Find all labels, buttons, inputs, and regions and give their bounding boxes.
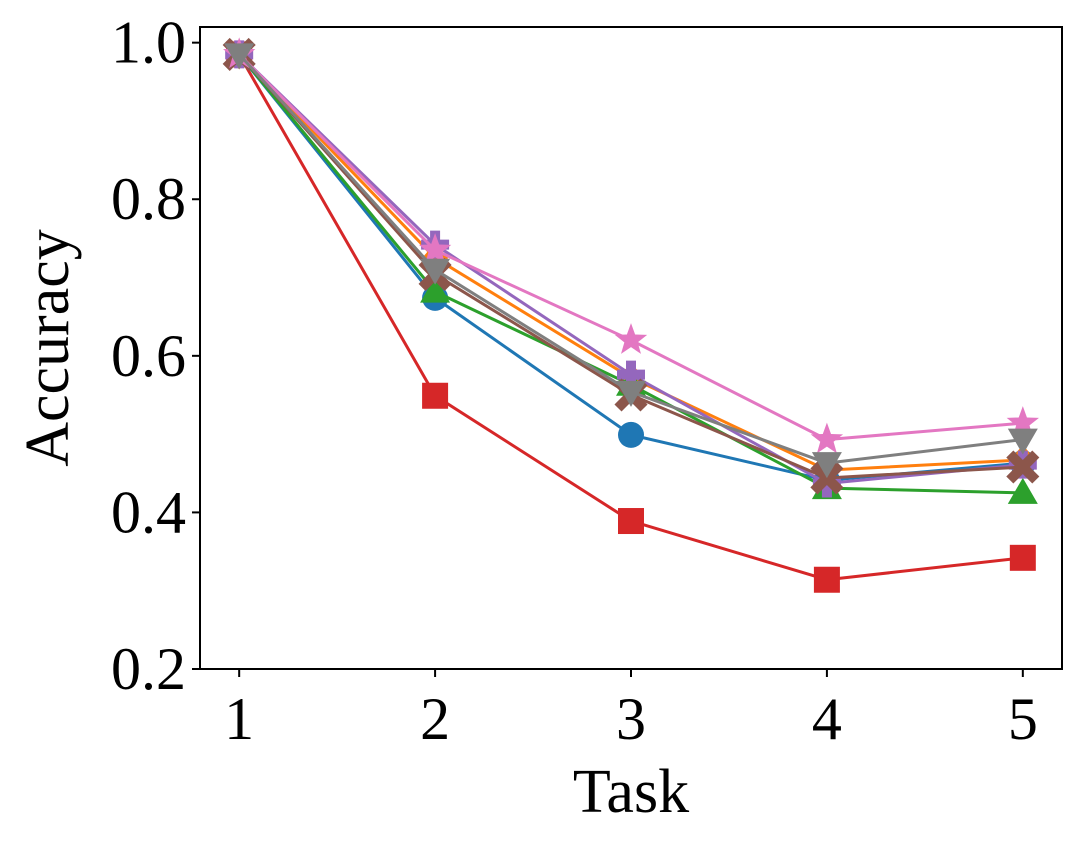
series-red-line [237, 53, 1023, 582]
series-purple-line [238, 53, 1023, 485]
data-point-star [810, 422, 844, 454]
data-point-triangle-up [1007, 477, 1038, 504]
y-tick-label: 0.8 [111, 166, 186, 232]
y-tick-label: 0.6 [111, 323, 186, 389]
series-red [226, 41, 1036, 593]
y-tick-label: 0.4 [111, 479, 186, 545]
data-point-triangle-up [420, 276, 451, 303]
x-tick-label: 3 [616, 686, 646, 752]
data-point-triangle-down [224, 43, 255, 70]
series-orange [226, 39, 1036, 486]
x-tick-label: 4 [812, 686, 842, 752]
series-brown-line [238, 53, 1023, 480]
data-point-square [618, 508, 644, 535]
series-blue-line [238, 53, 1023, 482]
data-point-square [422, 382, 449, 409]
series-blue [226, 41, 1036, 494]
x-tick-label: 2 [420, 686, 450, 752]
y-axis-label: Accuracy [14, 229, 82, 467]
data-point-triangle-down [1007, 428, 1038, 455]
data-point-star [418, 233, 452, 264]
data-point-plus [617, 360, 645, 389]
plot-frame [199, 26, 1063, 670]
data-point-triangle-down [616, 380, 646, 407]
data-point-star [614, 323, 648, 354]
x-axis-label: Task [573, 758, 689, 826]
data-point-square [1009, 544, 1036, 571]
x-tick-label: 1 [224, 686, 254, 752]
data-point-square [813, 566, 840, 593]
y-tick-label: 1.0 [111, 10, 186, 76]
y-tick-label: 0.2 [111, 636, 186, 702]
data-point-x [1006, 450, 1040, 484]
x-tick-label: 5 [1008, 686, 1038, 752]
series-gray [224, 43, 1038, 479]
data-point-triangle-down [420, 258, 451, 285]
data-point-triangle-down [811, 452, 842, 479]
series-orange-line [238, 53, 1023, 472]
data-point-star [1006, 406, 1039, 437]
data-point-circle [618, 421, 644, 448]
